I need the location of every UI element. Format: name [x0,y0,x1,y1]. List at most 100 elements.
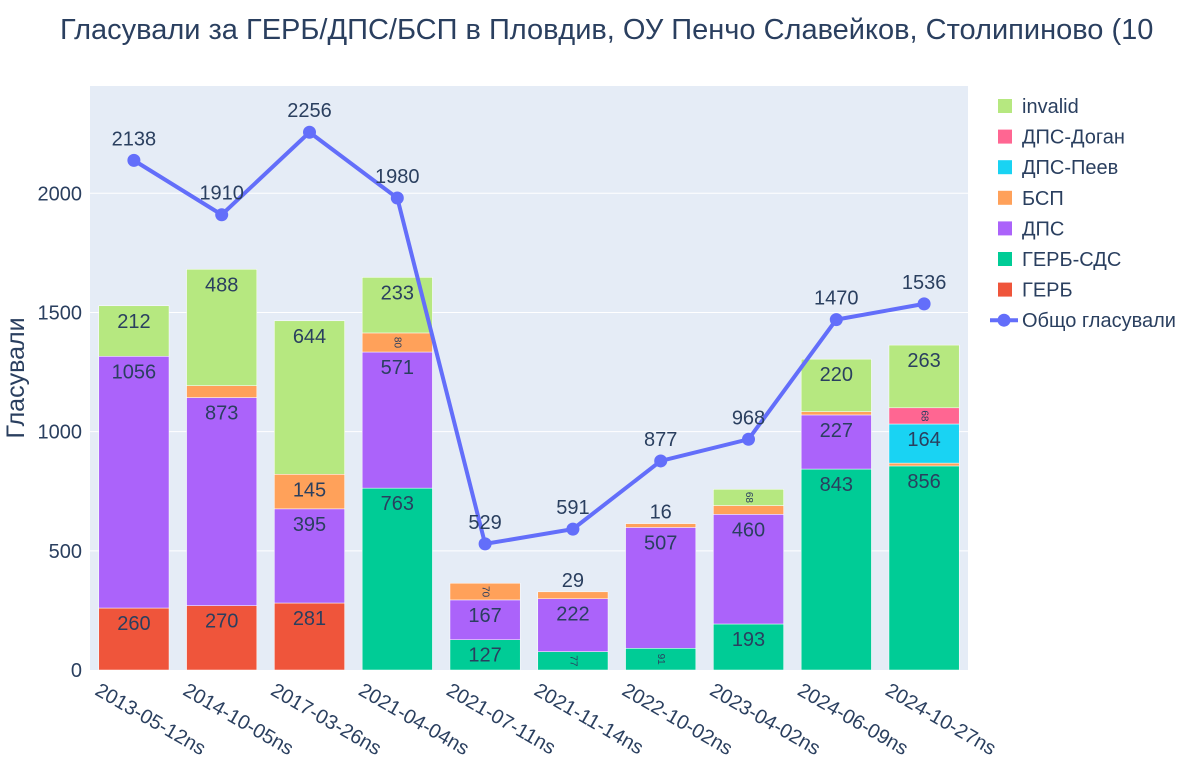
bar-segment [98,356,170,609]
bar-data-label: 507 [644,532,677,554]
legend-entry-label: ДПС [1022,218,1064,240]
total-line-point [390,191,404,205]
legend-entry-label: ГЕРБ-СДС [1022,249,1121,271]
bar-data-label: 77 [567,655,578,667]
bar-segment [713,623,784,671]
bar-data-label: 281 [293,608,326,630]
bar-segment [800,358,872,412]
legend-swatch [998,282,1012,297]
y-axis-label: Гласували [2,317,30,438]
legend-entry-label: Общо гласували [1022,310,1176,332]
total-line-label: 1470 [814,288,859,310]
bar-data-label: 227 [820,420,853,442]
y-axis-ticks: 0 500 1000 1500 2000 [38,183,83,682]
bar-segment [713,514,784,625]
chart-title: Гласували за ГЕРБ/ДПС/БСП в Пловдив, ОУ … [60,14,1154,46]
bar-segment [888,423,960,464]
bars [98,269,960,671]
bar-data-label: 843 [820,474,853,496]
bar-data-label: 270 [205,611,238,633]
legend-swatch [998,190,1012,205]
bar-data-label: 571 [381,357,414,379]
legend-entry-label: ДПС-Доган [1022,127,1125,149]
bar-segment [888,462,960,467]
total-line-path [132,129,925,547]
bar-data-label: 91 [655,654,666,666]
total-line: 2138 1910 2256 1980 529 591 877 968 1470 1536 [112,100,947,551]
total-line-label: 1536 [902,272,947,294]
total-line-point [742,432,755,446]
bar-segment [800,414,872,470]
bar-segment [361,487,433,671]
total-line-point [215,208,229,222]
bar-segment [537,591,609,599]
bar-segment [186,605,258,671]
bar-data-label: 1056 [112,361,157,383]
total-line-label: 1980 [375,166,420,188]
legend-swatch [998,160,1012,175]
bar-data-label: 644 [293,326,326,348]
bar-data-label: 68 [743,492,754,504]
y-tick-label: 2000 [38,183,83,205]
bar-data-label: 220 [820,364,853,386]
total-line-label: 1910 [199,183,244,205]
bar-data-label: 260 [117,613,150,635]
total-line-point [917,297,931,311]
bar-data-label: 212 [117,311,150,333]
bar-data-label: 68 [918,410,929,422]
bar-segment [274,508,345,604]
total-line-label: 591 [556,497,589,519]
legend: invalid ДПС-Доган ДПС-Пеев БСП ДПС ГЕРБ-СДС ГЕ… [990,96,1176,332]
total-line-label: 2138 [112,128,157,150]
bar-data-label: 873 [205,403,238,425]
legend-entry-label: ДПС-Пеев [1022,157,1118,179]
bar-data-label: 145 [293,479,326,501]
bar-segment [361,351,433,489]
bar-data-label: 222 [556,604,589,626]
total-line-point [127,153,141,167]
total-line-point [654,454,668,468]
bar-data-label: 16 [650,502,672,524]
bar-data-label: 488 [205,274,238,296]
bar-segment [888,344,960,409]
bar-data-label: 856 [907,471,940,493]
legend-swatch [998,252,1012,266]
bar-data-label: 80 [392,337,403,349]
legend-swatch [998,221,1012,236]
bar-data-label: 193 [732,629,765,651]
bar-segment [449,599,521,640]
bar-segment [537,598,609,652]
legend-swatch [998,99,1012,113]
bar-data-label: 460 [732,519,765,541]
bar-data-label: 70 [479,586,490,598]
bar-segment [888,465,960,671]
bar-data-label: 763 [381,493,414,515]
legend-entry-label: ГЕРБ [1022,280,1073,302]
total-line-label: 2256 [287,100,332,122]
bar-data-label: 164 [907,429,940,451]
bar-segment [625,527,697,649]
legend-entry-label: invalid [1022,96,1079,118]
x-axis-ticks: 2013-05-12ns2014-10-05ns2017-03-26ns2021… [91,679,999,760]
bar-data-label: 127 [468,645,501,667]
bar-segment [449,639,521,671]
bar-data-label: 167 [468,605,501,627]
total-line-point [478,537,492,551]
bar-segment [625,523,697,528]
legend-entry-label: БСП [1022,188,1064,210]
bar-segment [800,411,872,416]
total-line-label: 877 [644,429,677,451]
bar-segment [800,468,872,671]
total-line-point [303,125,316,139]
bar-segment [713,489,784,506]
bar-data-label: 233 [381,282,414,304]
y-tick-label: 1500 [38,302,83,324]
total-line-point [566,522,580,536]
bar-data-label: 29 [562,570,584,592]
bar-segment [449,582,521,601]
bar-segment [186,269,258,386]
bar-segment [274,602,345,671]
bar-segment [274,320,345,475]
bar-segment [98,305,170,357]
